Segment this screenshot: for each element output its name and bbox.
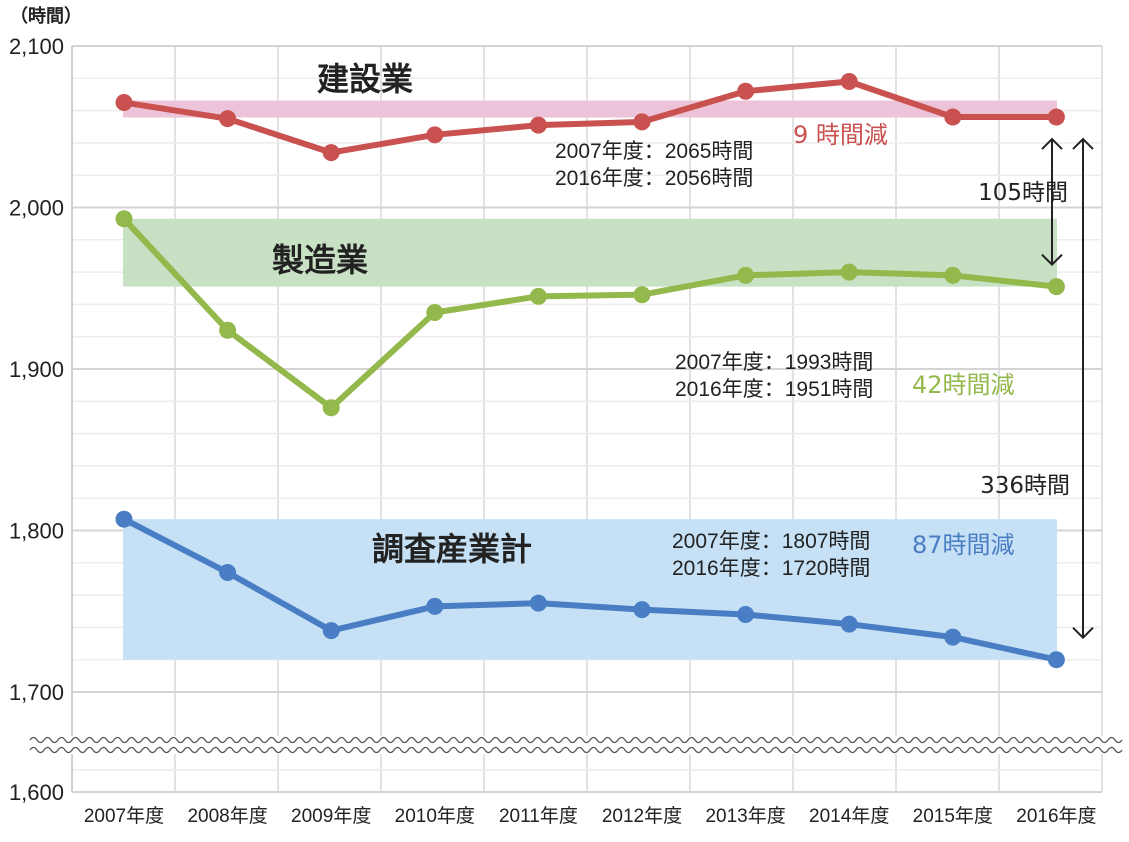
series-lines (121, 78, 1060, 663)
series-note: 2007年度：1807時間 (672, 530, 870, 553)
data-point (737, 605, 755, 623)
arrow-head (1072, 137, 1094, 150)
series-diff-label: 42時間減 (912, 371, 1015, 399)
data-point (115, 210, 133, 228)
series-title: 調査産業計 (372, 530, 532, 568)
x-tick-label: 2016年度 (1016, 805, 1096, 827)
data-point (426, 597, 444, 615)
series-note: 2016年度：1951時間 (675, 378, 873, 401)
data-point (529, 116, 547, 134)
x-tick-label: 2012年度 (602, 805, 682, 827)
x-tick-label: 2015年度 (913, 805, 993, 827)
range-band (123, 100, 1057, 118)
data-point (219, 563, 237, 581)
x-tick-label: 2009年度 (291, 805, 371, 827)
series-note: 2016年度：2056時間 (555, 167, 753, 190)
data-point (426, 126, 444, 144)
gap-label: 336時間 (980, 473, 1070, 499)
series-points (115, 73, 1065, 669)
x-tick-label: 2007年度 (84, 805, 164, 827)
range-band (123, 519, 1057, 660)
axis-break-wave (29, 736, 1123, 744)
axes: 2,100 2,000 1,900 1,800 1,700 1,600 （時間） 2007年度… (9, 6, 1123, 827)
series-line (121, 215, 1060, 411)
data-point (322, 622, 340, 640)
y-axis-unit-label: （時間） (10, 6, 82, 26)
data-point (115, 94, 133, 112)
series-note: 2007年度：1993時間 (675, 351, 873, 374)
x-tick-label: 2011年度 (499, 805, 578, 827)
data-point (737, 82, 755, 100)
gap-label: 105時間 (978, 180, 1068, 206)
data-point (633, 601, 651, 619)
series-diff-label: 9 時間減 (793, 121, 888, 149)
series-line (121, 78, 1060, 156)
data-point (115, 510, 133, 528)
data-point (1047, 278, 1065, 296)
data-point (529, 287, 547, 305)
series-title: 建設業 (317, 60, 413, 98)
data-point (219, 110, 237, 128)
y-tick-label: 1,900 (9, 357, 64, 382)
axis-break-wave (29, 746, 1123, 754)
data-point (322, 399, 340, 417)
gap-annotations: 105時間 336時間 (978, 137, 1094, 640)
y-tick-label: 1,800 (9, 519, 64, 544)
x-tick-label: 2010年度 (395, 805, 475, 827)
data-point (944, 108, 962, 126)
data-point (840, 73, 858, 91)
arrow-head (1041, 137, 1063, 150)
data-point (529, 594, 547, 612)
y-tick-label: 2,100 (9, 34, 64, 59)
data-point (633, 113, 651, 131)
series-diff-label: 87時間減 (912, 531, 1015, 559)
x-tick-label: 2014年度 (809, 805, 889, 827)
series-line (121, 516, 1060, 663)
y-tick-label: 1,700 (9, 680, 64, 705)
range-bands (123, 100, 1057, 660)
data-point (737, 266, 755, 284)
x-tick-label: 2008年度 (187, 805, 267, 827)
data-point (1047, 651, 1065, 669)
data-point (426, 303, 444, 321)
data-point (1047, 108, 1065, 126)
arrow-head (1072, 626, 1094, 640)
data-point (944, 628, 962, 646)
data-point (219, 321, 237, 339)
y-tick-label: 2,000 (9, 196, 64, 221)
data-point (322, 144, 340, 162)
data-point (840, 615, 858, 633)
series-note: 2007年度：2065時間 (555, 140, 753, 163)
data-point (840, 263, 858, 281)
arrow-head (1041, 253, 1063, 267)
series-note: 2016年度：1720時間 (672, 557, 870, 580)
y-tick-label: 1,600 (9, 780, 64, 805)
series-title: 製造業 (272, 241, 368, 279)
x-tick-label: 2013年度 (705, 805, 785, 827)
data-point (633, 286, 651, 304)
data-point (944, 266, 962, 284)
